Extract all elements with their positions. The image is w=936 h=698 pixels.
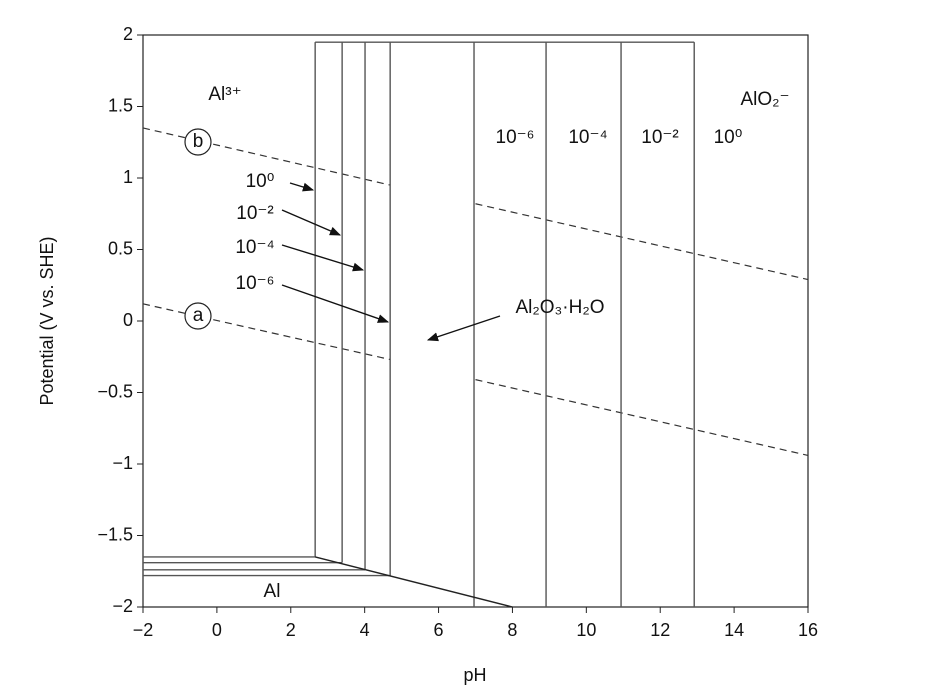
arrow — [281, 209, 342, 236]
x-tick-label: 0 — [212, 620, 222, 640]
annotation: 10⁻⁶ — [496, 127, 535, 148]
y-tick-label: −2 — [112, 596, 133, 616]
y-tick-label: 0.5 — [108, 238, 133, 258]
arrow — [281, 244, 365, 272]
x-tick-label: −2 — [133, 620, 154, 640]
annotation: 10⁻² — [641, 127, 679, 148]
y-tick-label: −1.5 — [97, 524, 133, 544]
annotation: 10⁻² — [236, 203, 274, 224]
plot-frame — [142, 34, 809, 608]
y-tick-label: 0 — [123, 310, 133, 330]
arrow — [426, 315, 501, 342]
annotation: a — [193, 305, 204, 326]
x-tick-label: 6 — [434, 620, 444, 640]
annotation: 10⁰ — [714, 127, 743, 148]
boundary-line — [314, 556, 513, 608]
annotation: 10⁻⁴ — [568, 127, 607, 148]
label-circle — [184, 302, 212, 330]
annotation: 10⁻⁶ — [236, 273, 275, 294]
y-tick-label: 1.5 — [108, 95, 133, 115]
annotation: Al₂O₃·H₂O — [516, 297, 605, 318]
annotation: Al — [264, 581, 281, 602]
annotation: AlO₂⁻ — [740, 89, 789, 110]
annotation: 10⁻⁴ — [235, 237, 274, 258]
y-tick-label: 2 — [123, 24, 133, 44]
y-tick-label: 1 — [123, 167, 133, 187]
x-tick-label: 8 — [507, 620, 517, 640]
y-axis-label: Potential (V vs. SHE) — [37, 236, 57, 405]
x-tick-label: 10 — [576, 620, 596, 640]
arrow — [289, 182, 315, 192]
annotation: b — [193, 131, 204, 152]
x-tick-label: 16 — [798, 620, 818, 640]
x-tick-label: 14 — [724, 620, 744, 640]
x-tick-label: 4 — [360, 620, 370, 640]
arrow — [281, 284, 390, 323]
x-tick-label: 12 — [650, 620, 670, 640]
annotation: Al³⁺ — [208, 84, 241, 105]
dashed-line — [142, 127, 809, 281]
annotation: 10⁰ — [246, 171, 275, 192]
y-tick-label: −0.5 — [97, 381, 133, 401]
x-axis-label: pH — [463, 665, 486, 685]
dashed-line — [142, 303, 809, 457]
x-tick-label: 2 — [286, 620, 296, 640]
y-tick-label: −1 — [112, 453, 133, 473]
label-circle — [184, 128, 212, 156]
